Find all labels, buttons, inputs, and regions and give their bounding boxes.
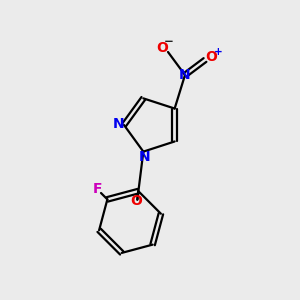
Text: N: N	[179, 68, 191, 82]
Text: O: O	[157, 41, 168, 55]
Text: F: F	[93, 182, 102, 197]
Text: O: O	[130, 194, 142, 208]
Text: O: O	[205, 50, 217, 64]
Text: +: +	[214, 47, 222, 57]
Text: N: N	[113, 117, 125, 131]
Text: N: N	[139, 150, 150, 164]
Text: −: −	[164, 35, 174, 49]
